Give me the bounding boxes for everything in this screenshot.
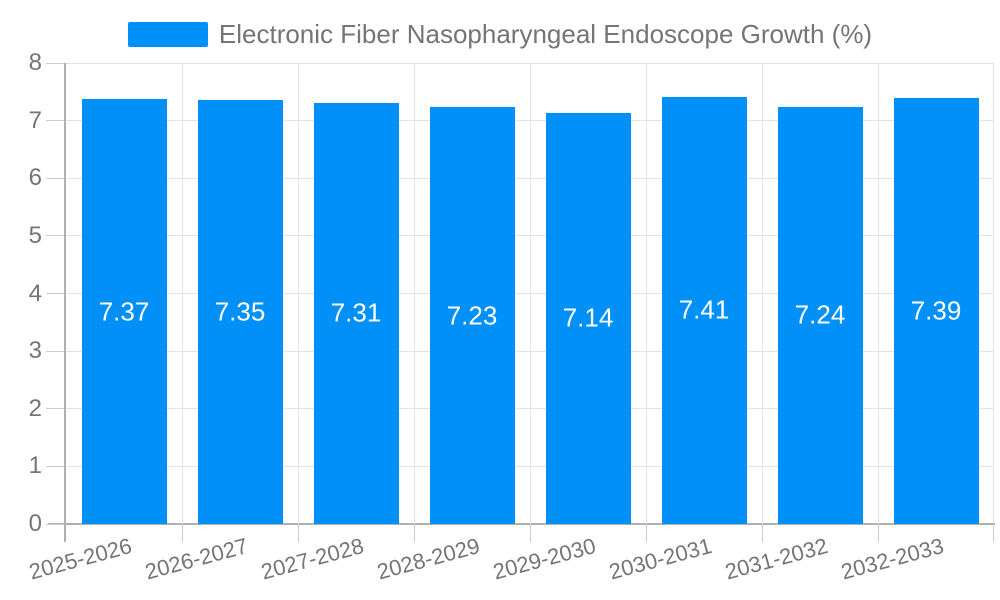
x-axis-tick: [877, 524, 879, 542]
x-axis-category-label: 2027-2028: [258, 533, 367, 585]
x-axis-category-label: 2028-2029: [374, 533, 483, 585]
y-axis-tick: [46, 120, 64, 122]
bar-value-label: 7.35: [214, 296, 266, 327]
x-axis-category-label: 2031-2032: [722, 533, 831, 585]
bar[interactable]: 7.37: [81, 99, 167, 524]
y-axis-tick: [46, 408, 64, 410]
bar[interactable]: 7.31: [313, 102, 399, 524]
x-axis-tick: [297, 524, 299, 542]
legend-item[interactable]: Electronic Fiber Nasopharyngeal Endoscop…: [0, 19, 1000, 49]
y-axis-tick-label: 4: [28, 279, 42, 307]
bar[interactable]: 7.14: [545, 112, 631, 524]
x-gridline: [645, 63, 647, 524]
x-axis-tick: [529, 524, 531, 542]
y-axis-tick: [46, 235, 64, 237]
y-axis-tick: [46, 62, 64, 64]
bar-value-label: 7.23: [446, 300, 498, 331]
bar-value-label: 7.37: [98, 296, 150, 327]
y-axis-tick: [46, 293, 64, 294]
x-axis-line: [48, 523, 995, 525]
y-axis-line: [64, 63, 66, 542]
x-axis-tick: [992, 524, 994, 542]
x-axis-category-label: 2032-2033: [838, 533, 947, 585]
x-axis-category-label: 2026-2027: [142, 533, 251, 585]
y-axis-tick-label: 0: [28, 510, 42, 537]
bar[interactable]: 7.24: [777, 106, 863, 524]
x-gridline: [413, 63, 415, 524]
x-gridline: [761, 63, 763, 524]
bar-value-label: 7.24: [794, 299, 846, 330]
x-gridline: [877, 63, 879, 524]
y-axis-tick: [46, 465, 64, 467]
y-axis-tick-label: 2: [28, 394, 42, 422]
x-axis-category-label: 2029-2030: [490, 533, 599, 585]
x-axis-category-label: 2030-2031: [606, 533, 715, 585]
bar-value-label: 7.14: [562, 302, 614, 333]
bar[interactable]: 7.35: [197, 100, 283, 524]
x-axis-tick: [645, 524, 647, 542]
y-axis-tick-label: 8: [28, 49, 42, 76]
y-axis-tick: [46, 177, 64, 179]
bar-value-label: 7.39: [910, 295, 962, 326]
x-gridline: [529, 63, 531, 524]
y-axis-tick-label: 7: [28, 106, 42, 134]
bar-value-label: 7.31: [330, 297, 382, 328]
y-axis-tick-label: 6: [28, 164, 42, 192]
x-gridline: [181, 63, 183, 524]
bar-value-label: 7.41: [678, 294, 730, 325]
legend-label: Electronic Fiber Nasopharyngeal Endoscop…: [218, 18, 873, 49]
y-axis-tick: [46, 350, 64, 352]
bar[interactable]: 7.41: [661, 96, 747, 524]
bar[interactable]: 7.23: [429, 107, 515, 524]
x-axis-tick: [181, 524, 183, 542]
y-axis-tick-label: 5: [28, 221, 42, 249]
y-axis-tick: [46, 523, 64, 525]
y-axis-tick-label: 1: [28, 452, 42, 480]
y-axis-tick-label: 3: [28, 337, 42, 365]
x-axis-tick: [413, 524, 415, 542]
x-axis-category-label: 2025-2026: [26, 533, 135, 585]
x-gridline: [297, 63, 299, 524]
legend-swatch: [127, 21, 208, 47]
x-axis-tick: [761, 524, 763, 542]
bar[interactable]: 7.39: [893, 98, 979, 524]
